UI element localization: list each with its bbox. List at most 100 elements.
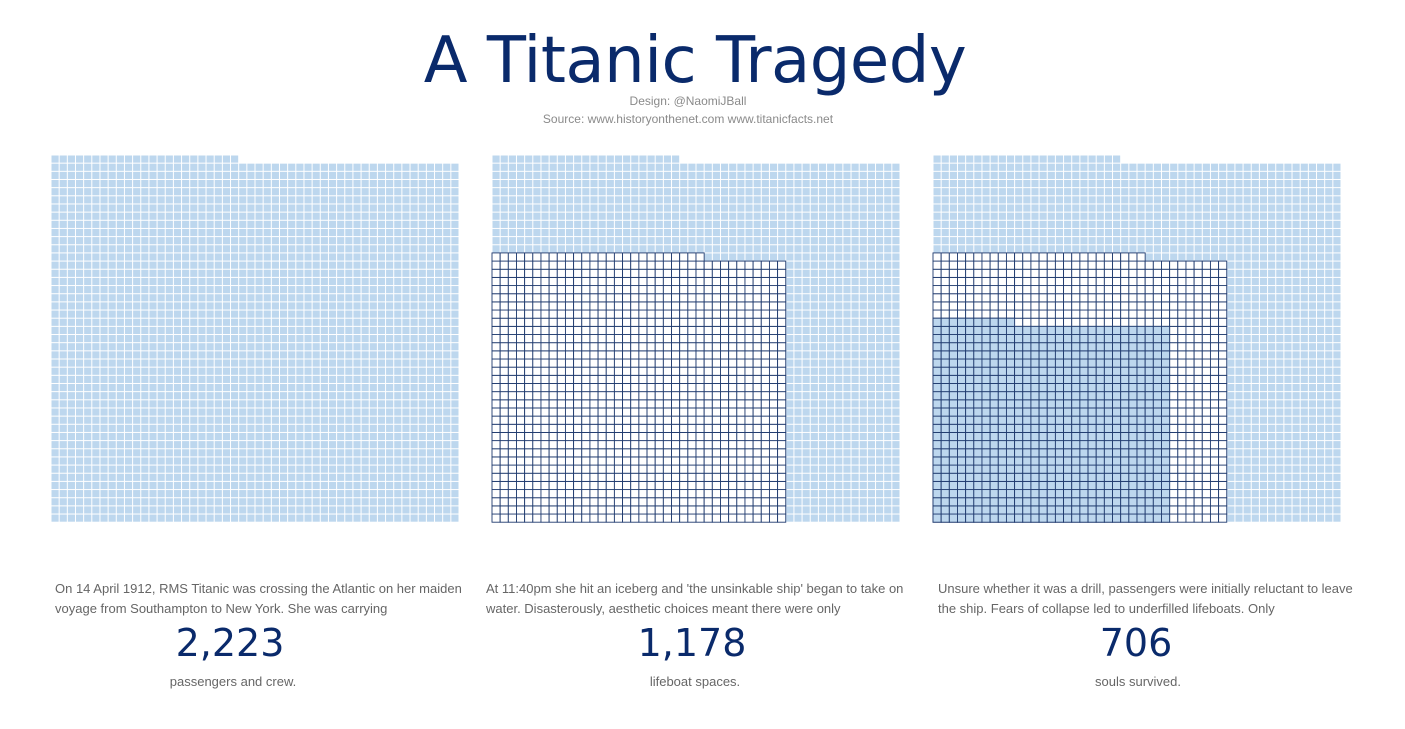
lifeboat-space-square: [777, 440, 787, 450]
passenger-square: [337, 359, 345, 367]
passenger-square: [198, 196, 206, 204]
passenger-square: [116, 269, 124, 277]
lifeboat-space-square: [532, 505, 542, 515]
passenger-square: [173, 302, 182, 310]
passenger-square: [190, 506, 198, 514]
passenger-square: [525, 220, 533, 228]
passenger-square: [263, 408, 271, 416]
passenger-square: [263, 424, 271, 432]
lifeboat-space-square: [524, 464, 534, 474]
passenger-square: [623, 220, 631, 228]
passenger-square: [835, 318, 843, 326]
passenger-square: [288, 457, 296, 465]
passenger-square: [737, 228, 745, 237]
passenger-square: [108, 490, 116, 498]
passenger-square: [827, 400, 835, 408]
passenger-square: [835, 465, 843, 473]
lifeboat-space-square: [499, 505, 509, 515]
passenger-square: [418, 465, 426, 473]
passenger-square: [231, 220, 239, 228]
passenger-square: [794, 326, 802, 335]
passenger-square: [255, 416, 263, 424]
passenger-square: [337, 375, 345, 383]
passenger-square: [198, 506, 206, 514]
passenger-square: [304, 383, 312, 392]
passenger-square: [426, 383, 435, 392]
lifeboat-space-square: [720, 407, 730, 417]
passenger-square: [353, 351, 361, 359]
passenger-square: [108, 188, 116, 196]
passenger-square: [116, 163, 124, 171]
passenger-square: [263, 277, 271, 286]
passenger-square: [108, 383, 116, 392]
passenger-square: [410, 359, 418, 367]
passenger-square: [590, 237, 598, 245]
passenger-square: [149, 220, 157, 228]
passenger-square: [288, 416, 296, 424]
passenger-square: [222, 506, 231, 514]
passenger-square: [361, 196, 369, 204]
passenger-square: [198, 220, 206, 228]
passenger-square: [443, 424, 451, 432]
passenger-square: [786, 400, 794, 408]
passenger-square: [843, 506, 851, 514]
passenger-square: [206, 343, 214, 351]
passenger-square: [116, 204, 124, 212]
passenger-square: [353, 424, 361, 432]
passenger-square: [157, 155, 165, 163]
passenger-square: [606, 179, 614, 188]
passenger-square: [173, 335, 182, 343]
passenger-square: [426, 473, 435, 481]
passenger-square: [279, 408, 288, 416]
passenger-square: [778, 163, 786, 171]
passenger-square: [859, 212, 867, 220]
passenger-square: [51, 237, 59, 245]
passenger-square: [680, 196, 688, 204]
passenger-square: [369, 441, 377, 449]
passenger-square: [418, 269, 426, 277]
passenger-square: [827, 424, 835, 432]
passenger-square: [296, 416, 304, 424]
passenger-square: [116, 416, 124, 424]
lifeboat-space-square: [695, 407, 705, 417]
passenger-square: [500, 196, 508, 204]
passenger-square: [67, 171, 75, 179]
passenger-square: [345, 367, 353, 375]
passenger-square: [59, 457, 67, 465]
lifeboat-space-square: [687, 480, 697, 491]
passenger-square: [386, 441, 394, 449]
passenger-square: [75, 253, 84, 261]
passenger-square: [802, 481, 810, 490]
passenger-square: [271, 457, 279, 465]
passenger-square: [859, 367, 867, 375]
passenger-square: [810, 375, 818, 383]
passenger-square: [859, 310, 867, 318]
passenger-square: [157, 367, 165, 375]
passenger-square: [663, 245, 672, 253]
passenger-square: [288, 392, 296, 400]
lifeboat-space-square: [662, 431, 672, 442]
passenger-square: [557, 155, 565, 163]
passenger-square: [92, 367, 100, 375]
passenger-square: [157, 465, 165, 473]
passenger-square: [108, 171, 116, 179]
passenger-square: [92, 490, 100, 498]
passenger-square: [214, 343, 222, 351]
passenger-square: [214, 359, 222, 367]
passenger-square: [533, 204, 541, 212]
passenger-square: [116, 506, 124, 514]
lifeboat-space-square: [630, 448, 640, 458]
passenger-square: [451, 245, 459, 253]
passenger-square: [247, 318, 255, 326]
passenger-square: [116, 220, 124, 228]
passenger-square: [835, 441, 843, 449]
lifeboat-space-square: [532, 399, 542, 409]
passenger-square: [843, 490, 851, 498]
passenger-square: [100, 228, 108, 237]
passenger-square: [843, 449, 851, 457]
passenger-square: [549, 237, 557, 245]
passenger-square: [786, 416, 794, 424]
passenger-square: [337, 400, 345, 408]
passenger-square: [574, 237, 582, 245]
passenger-square: [328, 204, 337, 212]
